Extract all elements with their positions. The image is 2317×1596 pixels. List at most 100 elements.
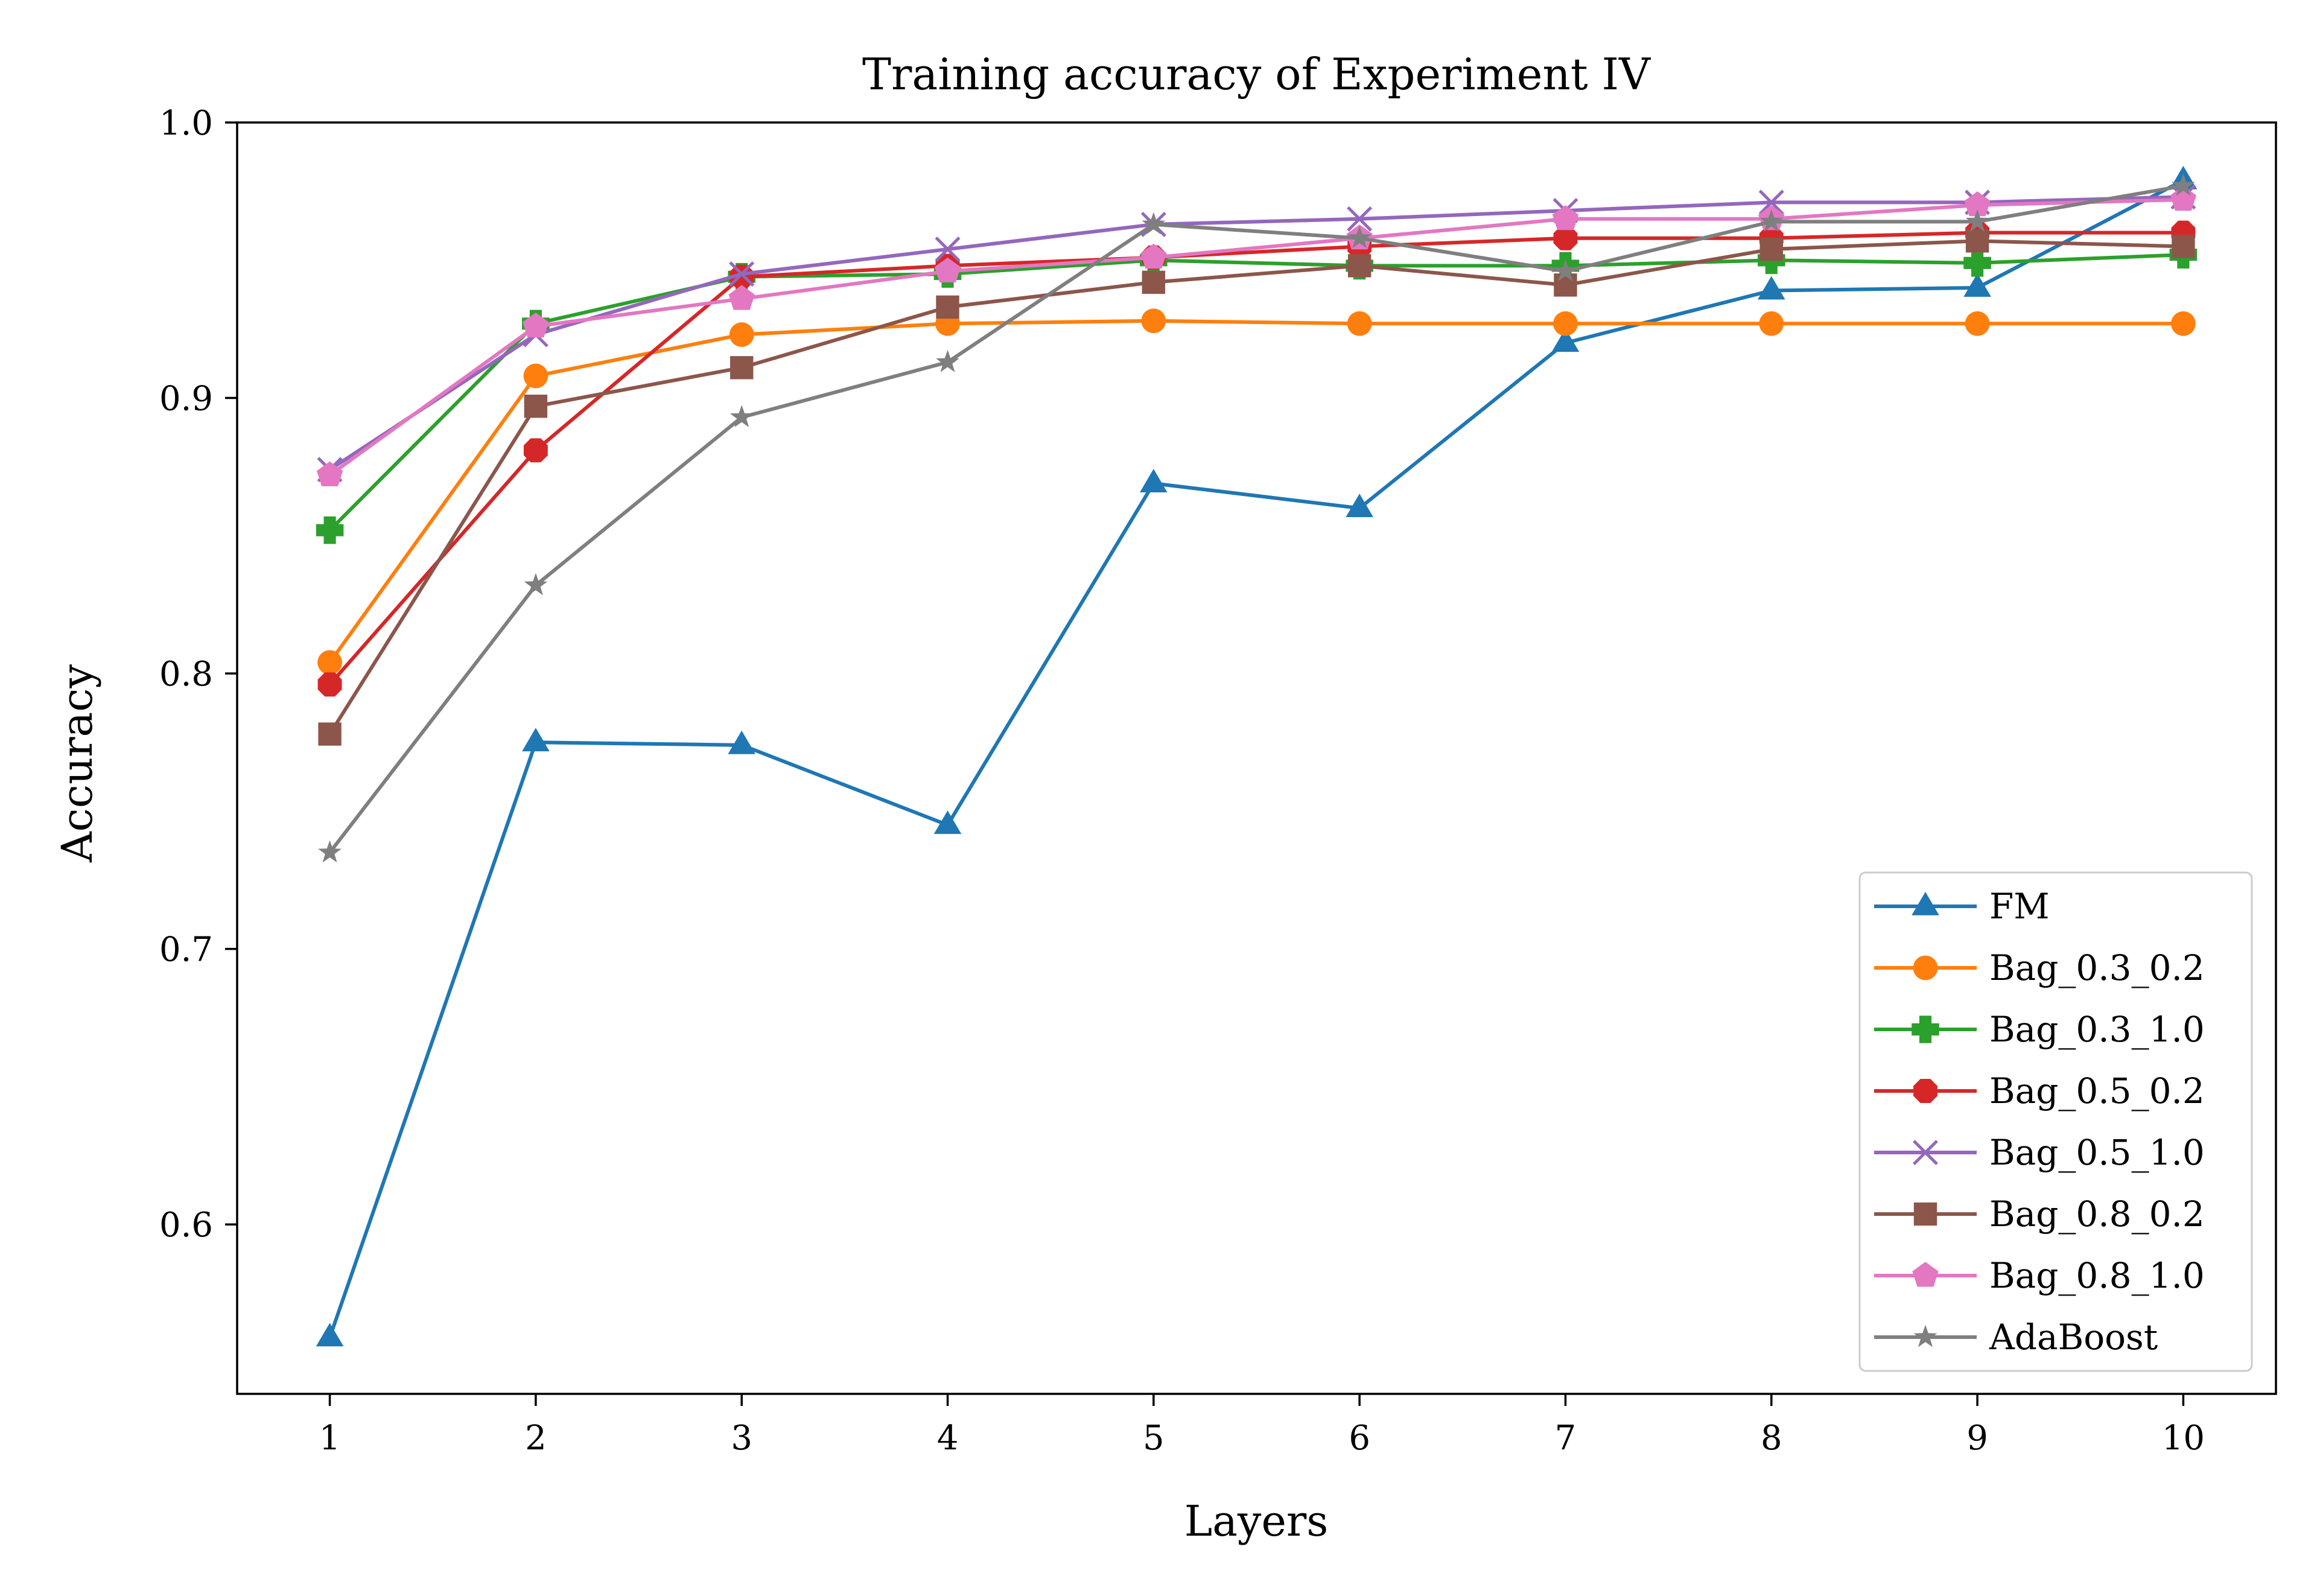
x-tick-label: 6 [1349, 1419, 1370, 1458]
data-point-square [1913, 1202, 1937, 1226]
data-point-x [1913, 1140, 1938, 1165]
data-point-triangle [1140, 469, 1168, 492]
chart-title: Training accuracy of Experiment IV [862, 49, 1651, 100]
data-point-circle [1141, 308, 1166, 334]
data-point-square [318, 722, 342, 746]
y-tick-label: 1.0 [159, 104, 213, 143]
plot-area [316, 165, 2198, 1347]
data-point-star [1965, 209, 1989, 232]
data-point-triangle [728, 730, 756, 754]
legend-label: Bag_0.5_1.0 [1989, 1132, 2205, 1173]
series-line [328, 319, 2184, 664]
data-point-pentagon [934, 257, 961, 282]
data-point-square [1759, 237, 1783, 261]
data-point-triangle [1551, 328, 1580, 352]
legend-label: Bag_0.3_0.2 [1989, 947, 2205, 988]
data-point-square [1347, 254, 1371, 278]
x-tick-label: 4 [937, 1419, 959, 1458]
x-tick-label: 2 [525, 1419, 547, 1458]
data-point-circle [317, 650, 342, 675]
data-point-octagon [729, 264, 754, 289]
data-point-circle [1913, 955, 1938, 981]
series-line [328, 230, 2184, 686]
data-point-star [1142, 212, 1166, 235]
data-point-star [936, 349, 959, 372]
legend: FM Bag_0.3_0.2 Bag_0.3_1.0 Bag_0.5_0.2 Bag_0… [1858, 871, 2253, 1372]
legend-entry: AdaBoost [1874, 1317, 2158, 1358]
data-point-triangle [1346, 494, 1373, 518]
data-point-pentagon [1140, 243, 1167, 269]
y-tick-label: 0.6 [159, 1206, 213, 1245]
data-point-circle [2171, 311, 2196, 336]
data-point-square [936, 295, 959, 319]
x-tick-label: 9 [1966, 1419, 1988, 1458]
y-tick-label: 0.7 [159, 930, 213, 970]
data-point-square [524, 395, 548, 418]
legend-box [1858, 871, 2253, 1372]
x-tick-label: 7 [1555, 1419, 1577, 1458]
data-point-circle [729, 322, 754, 347]
x-tick-label: 1 [319, 1419, 341, 1458]
data-point-x [1347, 206, 1373, 232]
data-point-star [318, 840, 342, 863]
data-point-triangle [316, 1323, 344, 1347]
series-line [328, 184, 2184, 854]
data-point-star [729, 405, 754, 428]
y-tick-label: 0.8 [159, 655, 213, 694]
data-point-plus [316, 516, 344, 544]
series-Bag_0.8_0.2 [318, 229, 2195, 746]
legend-entry: Bag_0.3_0.2 [1874, 947, 2205, 988]
series-line [328, 195, 2184, 471]
data-point-circle [1759, 311, 1784, 336]
data-point-circle [1553, 311, 1578, 336]
data-point-circle [1965, 311, 1990, 336]
series-line [328, 197, 2184, 477]
data-point-star [1913, 1324, 1937, 1347]
x-tick-label: 8 [1761, 1419, 1782, 1458]
data-point-plus [1963, 249, 1991, 277]
legend-entry: FM [1874, 886, 2050, 927]
legend-label: AdaBoost [1989, 1317, 2158, 1358]
legend-label: Bag_0.8_1.0 [1989, 1255, 2205, 1296]
data-point-x [1758, 189, 1784, 215]
data-point-octagon [1913, 1079, 1937, 1103]
legend-label: Bag_0.8_0.2 [1989, 1194, 2205, 1235]
data-point-pentagon [1964, 191, 1991, 217]
data-point-star [1347, 226, 1371, 249]
x-axis-label: Layers [1184, 1496, 1329, 1546]
data-point-circle [1347, 311, 1372, 336]
data-point-square [1142, 270, 1166, 294]
series-Bag_0.3_0.2 [317, 308, 2196, 675]
series-line [328, 253, 2184, 532]
data-point-square [730, 356, 754, 380]
legend-entry: Bag_0.5_0.2 [1874, 1070, 2205, 1111]
data-point-pentagon [523, 313, 549, 338]
legend-label: Bag_0.3_1.0 [1989, 1009, 2205, 1050]
y-axis-label: Accuracy [52, 664, 102, 863]
data-point-triangle [933, 810, 962, 835]
data-point-star [524, 573, 548, 596]
data-point-pentagon [2170, 186, 2197, 211]
data-point-pentagon [316, 461, 343, 486]
data-point-square [1554, 273, 1577, 297]
x-tick-label: 3 [731, 1419, 752, 1458]
data-point-square [1965, 229, 1989, 253]
legend-entry: Bag_0.8_0.2 [1874, 1194, 2205, 1235]
data-point-star [2172, 173, 2195, 196]
data-point-x [729, 261, 755, 287]
data-point-pentagon [728, 285, 755, 310]
series-line [328, 239, 2184, 736]
x-tick-label: 5 [1143, 1419, 1165, 1458]
data-point-x [935, 237, 961, 262]
data-point-star [1554, 259, 1577, 282]
x-tick-label: 10 [2162, 1419, 2205, 1458]
data-point-octagon [523, 438, 548, 463]
data-point-circle [523, 363, 548, 389]
data-point-octagon [1553, 226, 1578, 250]
axes: 1 2 3 4 5 6 7 8 9 10 0.6 0.7 0.8 0.9 1.0 [159, 104, 2277, 1458]
legend-entry: Bag_0.8_1.0 [1874, 1255, 2205, 1296]
y-tick-label: 0.9 [159, 380, 213, 419]
legend-label: FM [1989, 886, 2050, 927]
data-point-triangle [1963, 273, 1991, 297]
